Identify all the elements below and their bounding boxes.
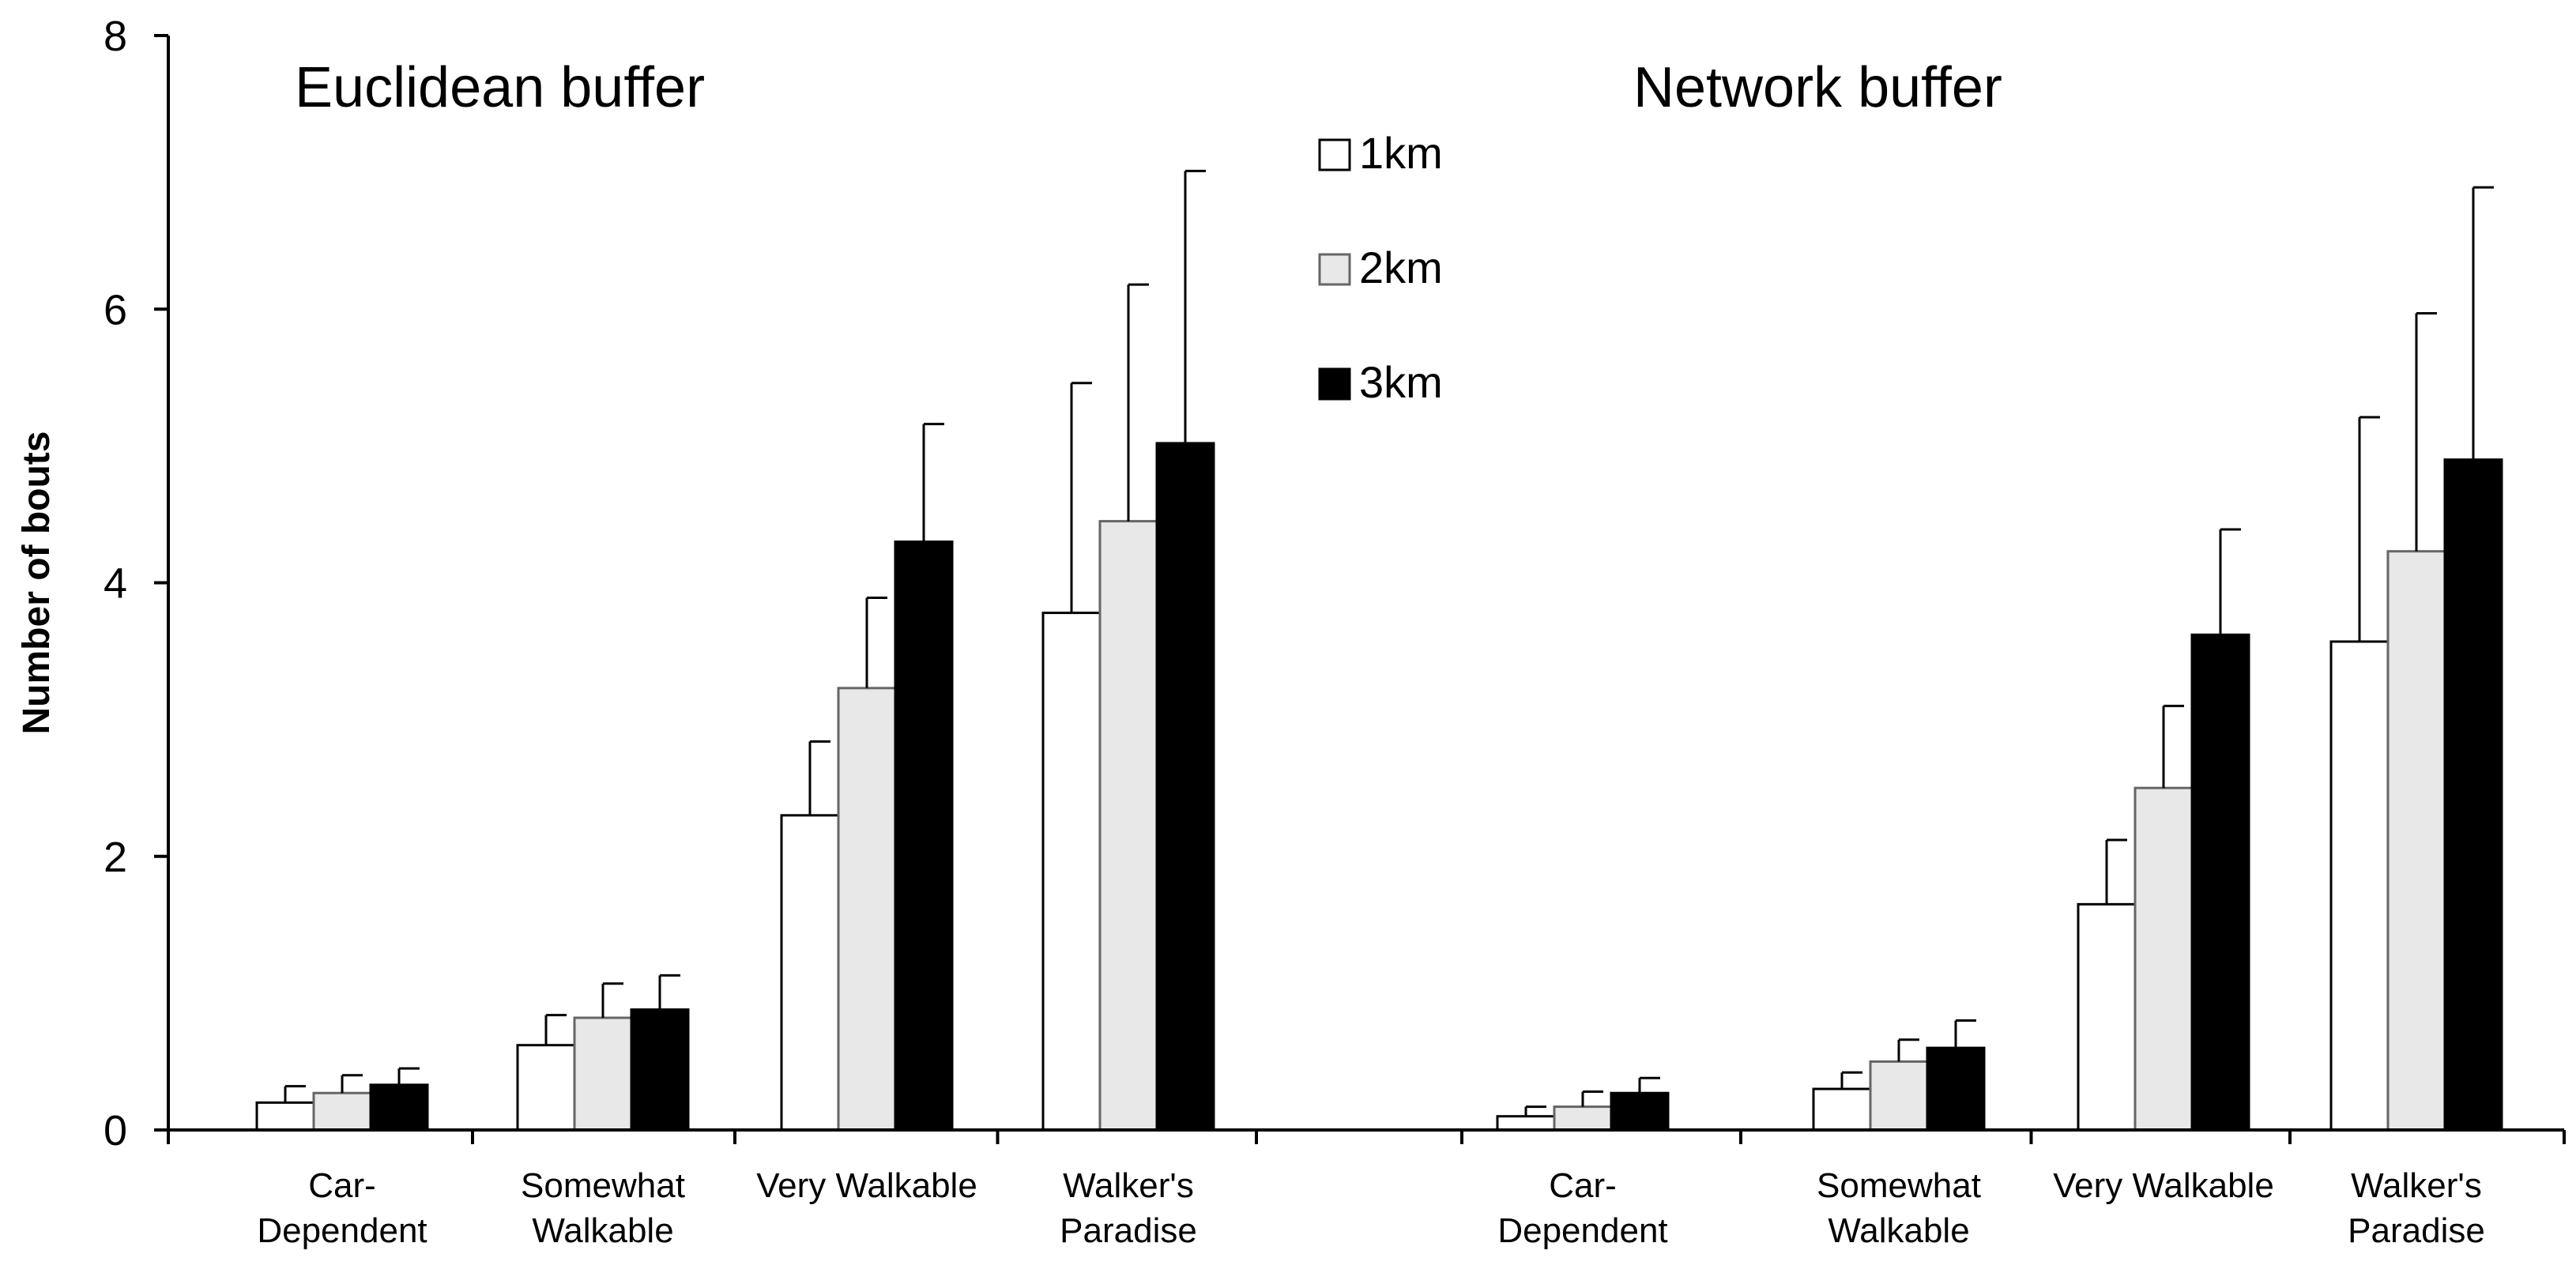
y-tick-label-0: 0: [104, 1107, 127, 1154]
legend-swatch-2km: [1318, 253, 1351, 286]
category-label-euclidean-buffer-0: Car- Dependent: [257, 1166, 427, 1250]
bar-euclidean-buffer-3km-0: [369, 1083, 429, 1132]
y-tick-label-8: 8: [104, 13, 127, 60]
category-label-network-buffer-0: Car- Dependent: [1497, 1166, 1667, 1250]
legend-label-2km: 2km: [1359, 243, 1443, 292]
bar-euclidean-buffer-1km-3: [1041, 612, 1102, 1132]
category-label-line: Walker's: [1063, 1166, 1194, 1205]
bar-euclidean-buffer-1km-2: [780, 814, 840, 1132]
bar-euclidean-buffer-3km-3: [1155, 442, 1215, 1132]
category-label-line: Paradise: [1060, 1211, 1197, 1250]
y-axis-label: Number of bouts: [16, 431, 58, 735]
bar-network-buffer-1km-3: [2329, 640, 2390, 1132]
category-label-line: Very Walkable: [2053, 1166, 2274, 1205]
bar-euclidean-buffer-2km-0: [312, 1091, 372, 1132]
category-label-line: Walker's: [2351, 1166, 2482, 1205]
axes-layer: [154, 34, 2566, 1144]
category-label-line: Dependent: [1497, 1211, 1667, 1250]
category-label-line: Somewhat: [1817, 1166, 1981, 1205]
bar-euclidean-buffer-1km-0: [255, 1101, 315, 1132]
legend-swatch-3km: [1318, 367, 1351, 401]
legend-label-1km: 1km: [1359, 128, 1443, 178]
legend: 1km 2km 3km: [1318, 128, 1443, 407]
bar-network-buffer-3km-3: [2443, 458, 2503, 1132]
bar-network-buffer-2km-1: [1869, 1060, 1929, 1132]
category-label-network-buffer-1: Somewhat Walkable: [1817, 1166, 1981, 1250]
y-tick-label-2: 2: [104, 834, 127, 881]
panel-title-euclidean-buffer: Euclidean buffer: [295, 56, 705, 119]
category-label-line: Dependent: [257, 1211, 427, 1250]
category-label-line: Car-: [1549, 1166, 1617, 1205]
category-label-line: Walkable: [532, 1211, 673, 1250]
category-label-euclidean-buffer-3: Walker's Paradise: [1060, 1166, 1197, 1250]
category-label-line: Paradise: [2348, 1211, 2485, 1250]
bar-euclidean-buffer-3km-2: [894, 540, 954, 1132]
bar-network-buffer-3km-0: [1610, 1091, 1670, 1132]
category-label-euclidean-buffer-2: Very Walkable: [756, 1166, 977, 1205]
labels-layer: Car- Dependent Somewhat Walkable Very Walkab…: [16, 13, 2485, 1250]
bar-network-buffer-2km-3: [2386, 550, 2446, 1132]
category-label-euclidean-buffer-1: Somewhat Walkable: [521, 1166, 685, 1250]
category-label-network-buffer-2: Very Walkable: [2053, 1166, 2274, 1205]
bar-euclidean-buffer-1km-1: [516, 1044, 576, 1132]
legend-label-3km: 3km: [1359, 357, 1443, 407]
legend-swatch-1km: [1318, 138, 1351, 171]
bar-network-buffer-1km-0: [1496, 1115, 1556, 1132]
panel-title-network-buffer: Network buffer: [1633, 56, 2002, 119]
bar-network-buffer-1km-2: [2077, 902, 2137, 1132]
y-tick-label-6: 6: [104, 286, 127, 333]
bars-layer: [255, 442, 2503, 1132]
category-label-line: Car-: [308, 1166, 376, 1205]
y-tick-label-4: 4: [104, 560, 127, 608]
bar-euclidean-buffer-3km-1: [630, 1008, 690, 1132]
category-label-line: Somewhat: [521, 1166, 685, 1205]
bar-network-buffer-2km-2: [2133, 786, 2194, 1132]
bar-euclidean-buffer-2km-2: [837, 687, 897, 1132]
category-label-line: Walkable: [1828, 1211, 1969, 1250]
bar-euclidean-buffer-2km-3: [1098, 520, 1158, 1132]
bar-network-buffer-1km-1: [1812, 1087, 1872, 1132]
bar-euclidean-buffer-2km-1: [573, 1016, 633, 1132]
bar-network-buffer-2km-0: [1553, 1105, 1613, 1132]
error-bars-layer: [284, 169, 2494, 1117]
category-label-network-buffer-3: Walker's Paradise: [2348, 1166, 2485, 1250]
bar-network-buffer-3km-2: [2190, 633, 2250, 1132]
bar-network-buffer-3km-1: [1926, 1046, 1986, 1132]
category-label-line: Very Walkable: [756, 1166, 977, 1205]
